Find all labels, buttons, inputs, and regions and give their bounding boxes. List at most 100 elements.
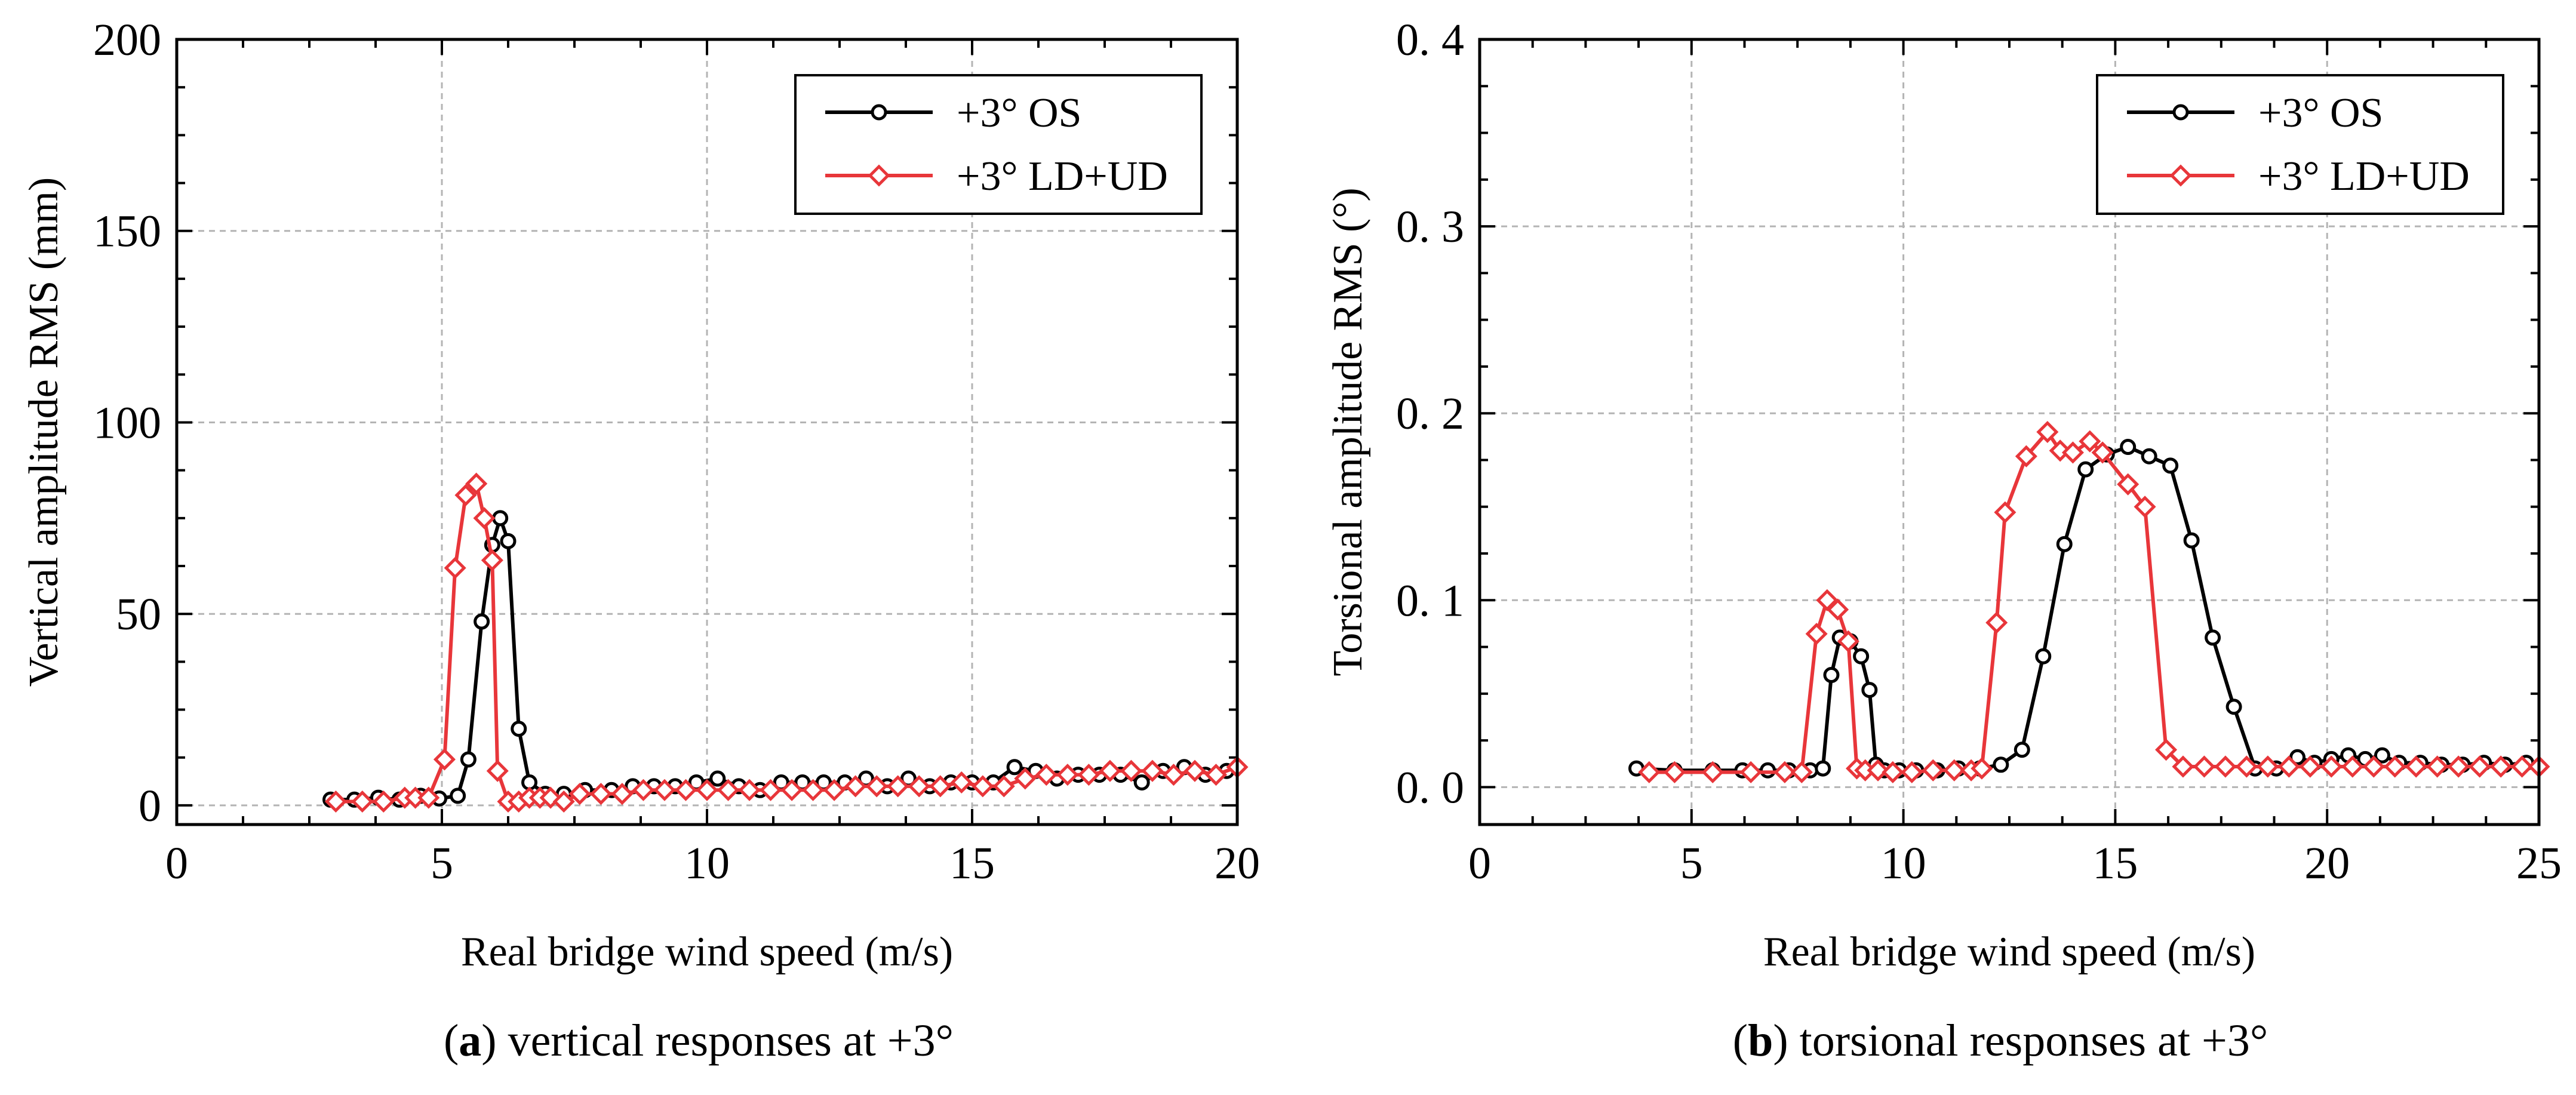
legend-marker	[871, 104, 887, 121]
data-point	[674, 779, 697, 801]
data-point	[2117, 473, 2140, 496]
x-tick-label: 10	[684, 838, 730, 888]
data-point	[2141, 448, 2157, 465]
data-point	[2172, 755, 2194, 778]
legend-item-os: +3° OS	[825, 90, 1081, 136]
y-tick-label: 50	[116, 589, 161, 639]
y-tick-label: 0. 3	[1396, 202, 1464, 252]
data-point	[696, 779, 718, 801]
data-point	[1701, 761, 1724, 783]
data-point	[717, 779, 740, 801]
data-point	[1056, 764, 1079, 786]
x-tick-label: 15	[2092, 838, 2138, 888]
legend-item-ld-ud: +3° LD+UD	[825, 153, 1168, 199]
data-point	[589, 783, 612, 805]
y-tick-label: 0. 0	[1396, 762, 1464, 813]
data-point	[632, 779, 654, 801]
series-os	[322, 510, 1235, 808]
data-point	[492, 510, 509, 527]
data-point	[2225, 699, 2242, 715]
data-point	[2035, 648, 2052, 665]
data-point	[1901, 761, 1923, 783]
data-point	[2205, 629, 2221, 646]
data-point	[1815, 760, 1831, 777]
data-point	[738, 779, 761, 801]
x-tick-label: 20	[1215, 838, 1260, 888]
data-point	[444, 556, 466, 579]
legend-marker	[2172, 104, 2189, 121]
data-point	[1077, 764, 1100, 786]
data-point	[2362, 755, 2385, 778]
series-os	[1628, 439, 2535, 779]
x-tick-label: 10	[1881, 838, 1926, 888]
data-point	[972, 775, 994, 798]
data-point	[2469, 755, 2491, 778]
data-point	[486, 759, 509, 782]
data-point	[780, 779, 803, 801]
data-point	[2214, 755, 2237, 778]
data-point	[1805, 623, 1828, 645]
data-point	[473, 507, 496, 530]
data-point	[568, 783, 591, 805]
data-point	[1861, 682, 1878, 699]
data-point	[1993, 756, 2009, 773]
data-point	[474, 613, 490, 630]
data-point	[2079, 430, 2101, 453]
x-tick-label: 15	[949, 838, 995, 888]
data-point	[1120, 759, 1142, 782]
data-point	[760, 779, 782, 801]
data-point	[1184, 759, 1206, 782]
data-point	[887, 775, 909, 798]
data-point	[500, 533, 517, 549]
data-point	[2134, 496, 2156, 518]
data-point	[2320, 755, 2343, 778]
data-point	[1867, 759, 1889, 782]
data-point	[1853, 648, 1870, 665]
data-point	[1943, 759, 1966, 782]
series-ld-ud	[1638, 420, 2550, 783]
legend: +3° OS +3° LD+UD	[2096, 74, 2504, 215]
data-point	[2374, 747, 2390, 764]
y-tick-label: 100	[93, 398, 161, 448]
plot-frame	[1478, 38, 2541, 826]
data-point	[417, 786, 440, 809]
data-point	[2014, 742, 2030, 758]
data-point	[2183, 532, 2200, 549]
data-point	[653, 779, 676, 801]
data-point	[1014, 767, 1037, 790]
data-point	[611, 783, 634, 805]
data-point	[992, 775, 1015, 798]
legend-item-os: +3° OS	[2127, 90, 2383, 136]
legend-label: +3° OS	[2258, 90, 2383, 136]
data-point	[709, 770, 726, 787]
y-tick-label: 0. 1	[1396, 576, 1464, 626]
y-axis-label: Torsional amplitude RMS (°)	[1325, 187, 1371, 676]
x-tick-label: 0	[165, 838, 188, 888]
data-point	[1035, 764, 1058, 786]
data-point	[908, 775, 930, 798]
data-point	[1773, 761, 1796, 783]
data-point	[450, 788, 466, 804]
data-point	[1827, 598, 1849, 621]
data-point	[1882, 761, 1904, 783]
data-point	[2235, 755, 2258, 778]
y-tick-label: 0	[139, 781, 161, 831]
data-point	[1162, 764, 1185, 786]
data-point	[823, 779, 846, 801]
data-point	[2405, 755, 2427, 778]
caption-a: (a) vertical responses at +3°	[443, 1016, 954, 1066]
data-point	[481, 549, 503, 571]
data-point	[1006, 759, 1023, 776]
y-tick-label: 150	[93, 207, 161, 257]
data-point	[1823, 667, 1840, 684]
x-tick-label: 25	[2516, 838, 2562, 888]
legend-marker	[868, 164, 890, 187]
data-point	[929, 775, 952, 798]
series-line	[1649, 430, 2539, 774]
data-point	[351, 790, 374, 813]
data-point	[1204, 764, 1228, 786]
data-point	[865, 775, 888, 798]
legend-label: +3° OS	[957, 90, 1081, 136]
y-tick-label: 200	[93, 15, 161, 65]
